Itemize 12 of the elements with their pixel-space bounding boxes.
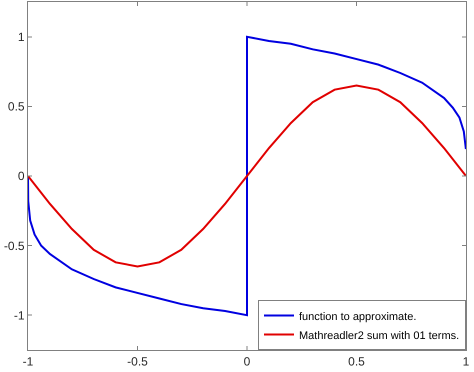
y-tick-label: 0.5 bbox=[8, 100, 25, 114]
y-tick-label: -1 bbox=[14, 308, 25, 322]
legend-label: function to approximate. bbox=[299, 310, 416, 323]
y-tick-label: 0 bbox=[18, 169, 25, 184]
x-tick-label: 0.5 bbox=[348, 354, 366, 368]
legend-label: Mathreadler2 sum with 01 terms. bbox=[299, 330, 460, 342]
y-tick-label: 1 bbox=[18, 30, 25, 44]
y-tick-label: -0.5 bbox=[4, 238, 25, 253]
x-tick-label: 0 bbox=[244, 354, 251, 368]
x-tick-label: -0.5 bbox=[127, 354, 148, 368]
x-tick-label: 1 bbox=[462, 354, 470, 368]
line-series bbox=[28, 84, 466, 268]
